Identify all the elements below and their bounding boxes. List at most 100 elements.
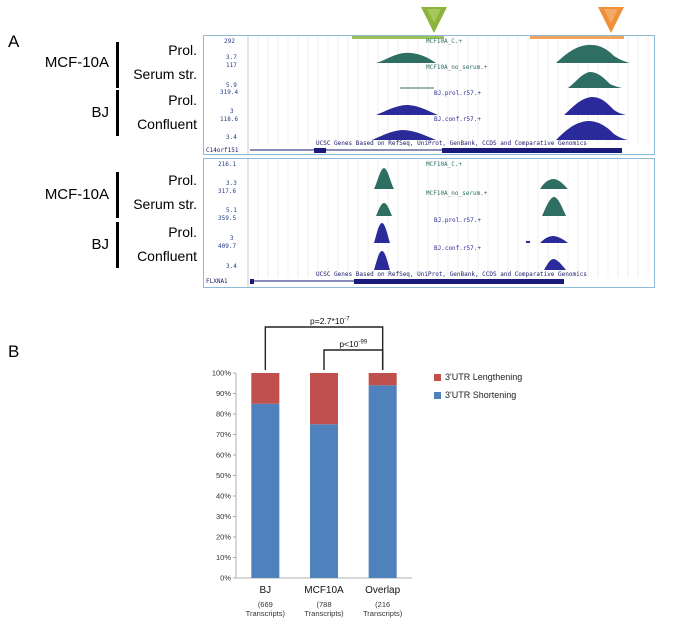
gene-track-label: UCSC Genes Based on RefSeq, UniProt, Gen…: [316, 271, 587, 278]
scale-value: 117: [226, 62, 237, 69]
row-label-bj-prol: Prol.: [168, 224, 197, 240]
category-label: BJ: [259, 585, 271, 596]
y-tick-label: 50%: [216, 471, 231, 480]
y-tick-label: 70%: [216, 430, 231, 439]
category-note: (669: [258, 600, 273, 609]
scale-value: 216.1: [218, 161, 236, 168]
group-label-mcf10a: MCF-10A: [44, 54, 109, 71]
coverage-peak: [564, 97, 626, 115]
gene-exon-block: [250, 279, 254, 284]
category-note: Transcripts): [363, 609, 403, 618]
scale-value: 3.7: [226, 54, 237, 61]
scale-value: 5.9: [226, 82, 237, 89]
track-name: BJ.prol.r57.+: [434, 217, 481, 224]
p-value-label: p=2.7*10-7: [310, 316, 350, 326]
category-note: Transcripts): [246, 609, 286, 618]
group-bracket-bj: [116, 222, 119, 268]
p-value-exponent: -99: [358, 340, 367, 346]
scale-value: 409.7: [218, 243, 236, 250]
y-tick-label: 100%: [212, 369, 232, 378]
track-name: BJ.conf.r57.+: [434, 245, 481, 252]
coverage-peak: [568, 72, 622, 88]
coverage-peak: [376, 203, 392, 216]
group-label-mcf10a: MCF-10A: [44, 186, 109, 203]
group-bracket-mcf10a: [116, 172, 119, 218]
category-note: (216: [375, 600, 390, 609]
bar-segment: [251, 373, 280, 404]
category-label: MCF10A: [304, 585, 344, 596]
row-label-mcf-serum: Serum str.: [133, 196, 197, 212]
track-name: MCF10A_no_serum.+: [426, 64, 488, 71]
scale-value: 359.5: [218, 215, 236, 222]
track-name: BJ.conf.r57.+: [434, 116, 481, 123]
gene-name: FLXNA1: [206, 278, 228, 285]
coverage-peak: [556, 44, 630, 63]
orange-arrow-icon: [598, 7, 624, 33]
row-label-mcf-prol: Prol.: [168, 42, 197, 58]
panel-a-letter: A: [8, 32, 20, 51]
row-label-bj-confluent: Confluent: [137, 248, 197, 264]
row-label-bj-prol: Prol.: [168, 92, 197, 108]
top-genome-browser: 292 3.7 117 5.9 319.4 3 118.6 3.4 MCF10A…: [203, 35, 655, 155]
gene-exon-block: [354, 279, 564, 284]
group-label-bj: BJ: [91, 104, 109, 121]
coverage-peak: [540, 236, 568, 243]
scale-value: 317.6: [218, 188, 236, 195]
coverage-peak: [376, 105, 438, 115]
coverage-peak: [376, 52, 436, 63]
scale-value: 3.4: [226, 263, 237, 270]
y-tick-label: 40%: [216, 492, 231, 501]
scale-value: 292: [224, 38, 235, 45]
legend-swatch: [434, 392, 441, 399]
orange-region-bar: [530, 36, 624, 39]
stacked-bar-chart: 0% 10% 20% 30% 40% 50% 60% 70% 80% 90% 100% BJ (669…: [0, 300, 685, 631]
category-note: Transcripts): [304, 609, 344, 618]
y-tick-label: 10%: [216, 553, 231, 562]
gene-exon-block: [442, 148, 622, 153]
y-tick-label: 60%: [216, 451, 231, 460]
track-name: MCF10A_no_serum.+: [426, 190, 488, 197]
row-label-mcf-serum: Serum str.: [133, 66, 197, 82]
row-label-bj-confluent: Confluent: [137, 116, 197, 132]
category-label: Overlap: [365, 585, 400, 596]
group-bracket-bj: [116, 90, 119, 136]
track-name: MCF10A_C.+: [426, 38, 463, 45]
bar-segment: [310, 424, 338, 578]
y-tick-label: 20%: [216, 533, 231, 542]
scale-value: 3.4: [226, 134, 237, 141]
legend-label: 3'UTR Lengthening: [445, 372, 522, 382]
coverage-peak: [542, 197, 566, 216]
p-value-exponent: -7: [344, 317, 350, 323]
gene-track-label: UCSC Genes Based on RefSeq, UniProt, Gen…: [316, 140, 587, 147]
row-label-mcf-prol: Prol.: [168, 172, 197, 188]
scale-value: 3.3: [226, 180, 237, 187]
legend-swatch: [434, 374, 441, 381]
category-note: (788: [316, 600, 331, 609]
scale-value: 319.4: [220, 89, 238, 96]
y-tick-label: 90%: [216, 389, 231, 398]
coverage-peak: [374, 251, 390, 270]
significance-bracket: [264, 326, 384, 370]
coverage-peak: [372, 130, 436, 140]
coverage-peak: [374, 223, 390, 243]
bar-segment: [368, 373, 397, 386]
coverage-peak: [374, 168, 394, 189]
scale-value: 3: [230, 235, 234, 242]
y-tick-label: 0%: [220, 574, 231, 583]
green-region-bar: [352, 36, 444, 39]
coverage-peak: [544, 259, 566, 270]
bar-segment: [310, 373, 338, 425]
green-arrow-icon: [421, 7, 447, 33]
y-tick-label: 80%: [216, 410, 231, 419]
scale-value: 118.6: [220, 116, 238, 123]
bottom-genome-browser: 216.1 3.3 317.6 5.1 359.5 3 409.7 3.4 MC…: [203, 158, 655, 288]
track-name: BJ.prol.r57.+: [434, 90, 481, 97]
group-bracket-mcf10a: [116, 42, 119, 88]
panel-b-letter: B: [8, 342, 20, 361]
group-label-bj: BJ: [91, 236, 109, 253]
scale-value: 5.1: [226, 207, 237, 214]
legend-label: 3'UTR Shortening: [445, 390, 516, 400]
bar-segment: [251, 403, 280, 578]
track-name: MCF10A_C.+: [426, 161, 463, 168]
p-value-label: p<10-99: [339, 339, 367, 349]
